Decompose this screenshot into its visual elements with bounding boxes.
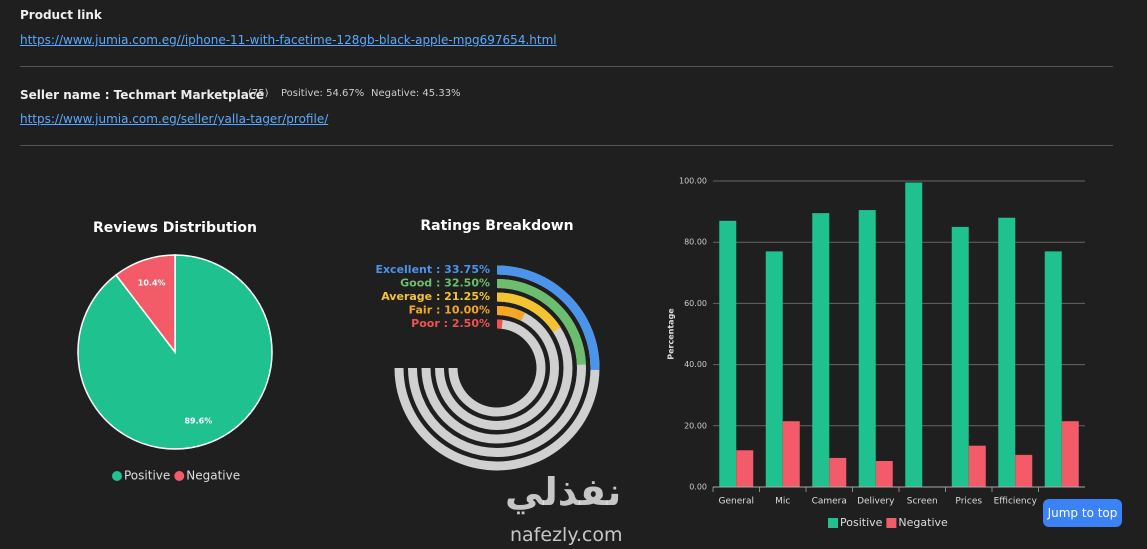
y-axis-label: Percentage xyxy=(667,308,676,360)
divider xyxy=(20,145,1113,146)
jump-to-top-button[interactable]: Jump to top xyxy=(1043,499,1122,527)
seller-link[interactable]: https://www.jumia.com.eg/seller/yalla-ta… xyxy=(20,112,329,126)
radial-label: Excellent : 33.75% xyxy=(375,263,490,276)
bar xyxy=(951,226,969,487)
seller-negative: Negative: 45.33% xyxy=(371,88,461,99)
bar xyxy=(1044,251,1062,487)
bar xyxy=(829,457,847,487)
chart-title: Reviews Distribution xyxy=(93,220,257,236)
bar xyxy=(782,421,800,487)
radial-label: Fair : 10.00% xyxy=(409,304,490,317)
legend-marker xyxy=(112,471,122,481)
y-tick-label: 40.00 xyxy=(684,360,707,369)
legend-marker xyxy=(886,518,897,528)
radial-bar xyxy=(496,306,526,321)
bar xyxy=(968,445,986,487)
legend-marker xyxy=(828,518,838,528)
product-label: Product link xyxy=(20,8,102,22)
radial-bar xyxy=(496,292,561,333)
seller-name: Seller name : Techmart Marketplace xyxy=(20,88,265,102)
bar xyxy=(998,217,1016,487)
chart-title: Ratings Breakdown xyxy=(420,218,573,234)
y-tick-label: 60.00 xyxy=(684,299,707,308)
y-tick-label: 100.00 xyxy=(679,177,707,186)
radial-label: Poor : 2.50% xyxy=(411,317,490,330)
radial-track xyxy=(448,319,546,417)
seller-count: (75) xyxy=(248,88,269,99)
slice-label: 89.6% xyxy=(184,416,212,425)
slice-label: 10.4% xyxy=(138,279,166,288)
product-link[interactable]: https://www.jumia.com.eg//iphone-11-with… xyxy=(20,33,557,47)
x-tick-label: Mic xyxy=(775,497,790,507)
radial-track xyxy=(435,306,559,430)
legend-label: Positive xyxy=(840,516,883,529)
bar xyxy=(1015,454,1033,487)
bar xyxy=(875,460,893,487)
radial-bar xyxy=(496,279,586,365)
x-tick-label: General xyxy=(719,497,754,507)
pie-slice xyxy=(114,254,176,355)
y-tick-label: 0.00 xyxy=(689,483,707,492)
bar xyxy=(736,450,754,487)
bar xyxy=(1061,421,1079,487)
pie-slice xyxy=(77,254,273,450)
bar xyxy=(719,220,737,487)
watermark-arabic: نفذلي xyxy=(505,470,622,514)
radial-bar xyxy=(496,265,600,371)
x-tick-label: Efficiency xyxy=(994,497,1038,507)
bar xyxy=(765,251,783,487)
bar xyxy=(812,213,830,487)
legend-marker xyxy=(174,471,185,481)
x-tick-label: Prices xyxy=(955,497,982,507)
watermark-latin: nafezly.com xyxy=(510,524,623,546)
legend-label: Positive xyxy=(124,469,170,483)
bar xyxy=(905,182,923,487)
seller-positive: Positive: 54.67% xyxy=(281,88,365,99)
legend-label: Negative xyxy=(186,469,240,483)
x-tick-label: Delivery xyxy=(857,497,895,507)
x-tick-label: Camera xyxy=(812,497,847,507)
legend-label: Negative xyxy=(898,516,948,529)
y-tick-label: 80.00 xyxy=(684,238,707,247)
divider xyxy=(20,66,1113,67)
y-tick-label: 20.00 xyxy=(684,421,707,430)
radial-label: Average : 21.25% xyxy=(381,290,490,303)
bar xyxy=(858,210,876,487)
x-tick-label: Screen xyxy=(907,497,938,507)
radial-label: Good : 32.50% xyxy=(400,277,490,290)
